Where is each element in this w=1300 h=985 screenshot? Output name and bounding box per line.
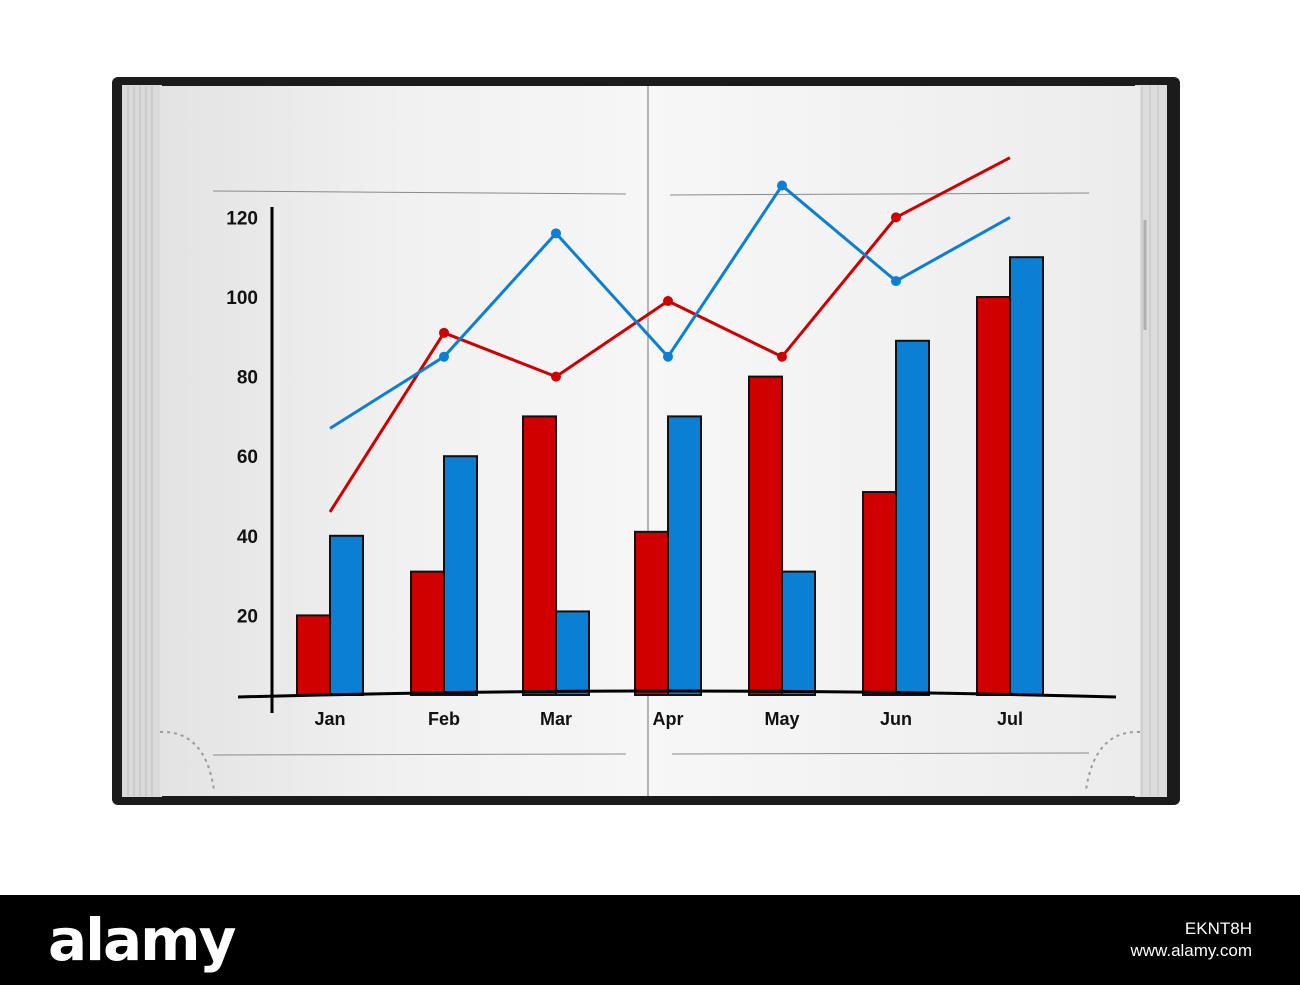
page-rule-lines xyxy=(212,190,1090,756)
bar-red xyxy=(634,530,669,696)
watermark-image-id: EKNT8H xyxy=(1184,919,1252,938)
y-tick-label: 100 xyxy=(226,288,258,309)
watermark-brand: alamy xyxy=(48,906,236,974)
notebook-scene: 20 40 60 80 100 120 Jan Feb Mar Apr May Jun Jul xyxy=(112,77,1180,805)
x-tick-label: May xyxy=(764,709,799,729)
bar-blue xyxy=(667,415,702,696)
line-point-blue xyxy=(891,276,901,287)
page-stack-right xyxy=(1135,85,1167,797)
x-tick-label: Feb xyxy=(428,709,460,729)
y-tick-label: 120 xyxy=(226,208,258,229)
line-point-blue xyxy=(663,351,673,362)
line-point-red xyxy=(663,295,673,306)
line-point-red xyxy=(777,351,787,362)
x-tick-label: Apr xyxy=(653,709,684,729)
x-tick-label: Jun xyxy=(880,709,912,729)
y-tick-label: 20 xyxy=(237,606,258,627)
y-tick-label: 80 xyxy=(237,368,258,389)
page-stack-left xyxy=(122,85,162,797)
page-edge-lines-left xyxy=(127,86,153,796)
y-tick-label: 40 xyxy=(237,527,258,548)
page-edge-lines-right xyxy=(1141,86,1159,796)
x-tick-label: Jan xyxy=(314,709,345,729)
bar-blue xyxy=(781,570,816,696)
bar-red xyxy=(410,570,445,696)
watermark-footer: alamy EKNT8H www.alamy.com xyxy=(0,895,1300,985)
bar-blue xyxy=(1009,256,1044,696)
bar-red xyxy=(862,491,897,696)
line-point-red xyxy=(891,212,901,223)
line-point-blue xyxy=(551,228,561,239)
bar-red xyxy=(296,614,331,697)
bar-blue xyxy=(443,455,478,697)
line-point-blue xyxy=(439,351,449,362)
bar-blue xyxy=(555,610,590,696)
watermark-site: www.alamy.com xyxy=(1130,941,1252,960)
y-tick-label: 60 xyxy=(237,447,258,468)
watermark-caption: EKNT8H www.alamy.com xyxy=(1130,919,1252,963)
line-point-blue xyxy=(777,180,787,191)
bar-red xyxy=(976,296,1011,696)
bar-blue xyxy=(329,534,364,696)
bar-blue xyxy=(895,339,930,696)
x-axis xyxy=(237,689,1117,699)
x-tick-label: Mar xyxy=(540,709,572,729)
open-notebook: 20 40 60 80 100 120 Jan Feb Mar Apr May Jun Jul xyxy=(112,77,1180,805)
x-tick-label: Jul xyxy=(997,709,1023,729)
line-point-red xyxy=(439,327,449,338)
bar-red xyxy=(748,375,783,696)
bar-red xyxy=(522,415,557,696)
page-corner-decor xyxy=(159,730,1141,791)
bar-line-chart: 20 40 60 80 100 120 Jan Feb Mar Apr May Jun Jul xyxy=(226,156,1117,729)
line-point-red xyxy=(551,371,561,382)
